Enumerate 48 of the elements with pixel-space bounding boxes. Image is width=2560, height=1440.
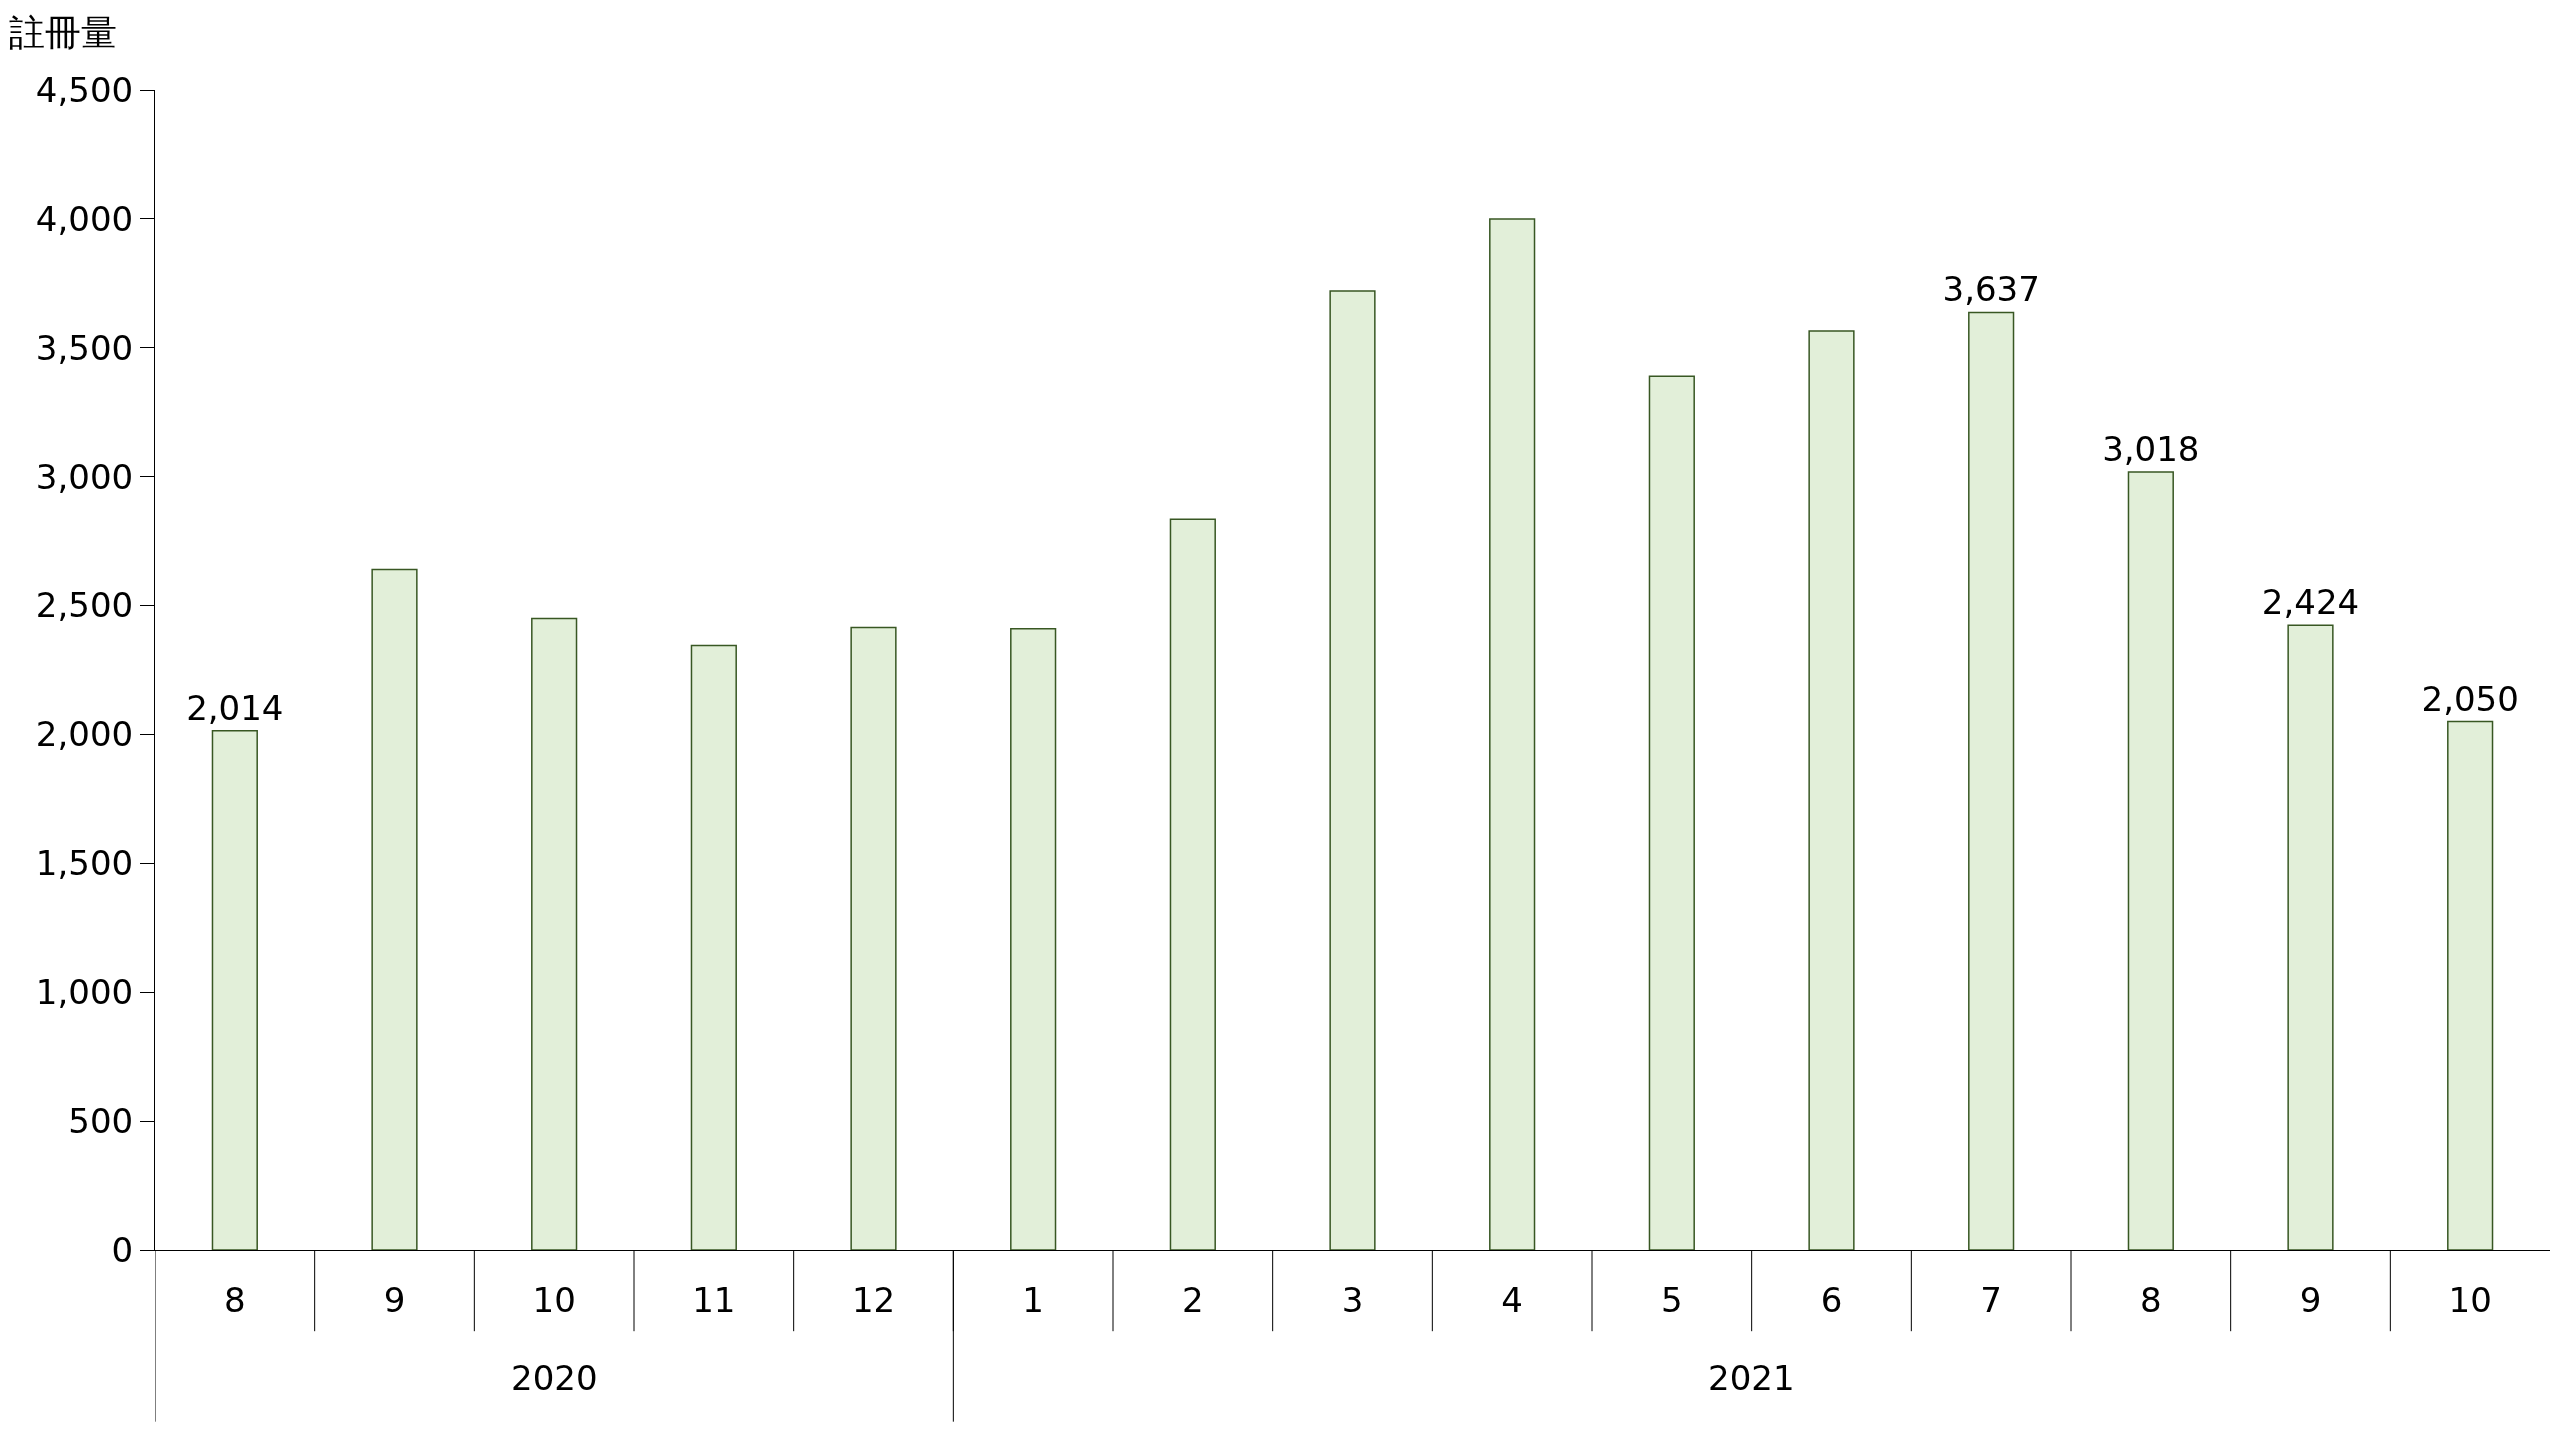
y-tick-label: 0 — [111, 1229, 134, 1270]
x-tick-label: 11 — [692, 1279, 736, 1320]
x-tick-label: 10 — [532, 1279, 576, 1320]
x-tick-label: 9 — [383, 1279, 406, 1320]
x-tick-label: 1 — [1022, 1279, 1044, 1320]
y-tick-label: 2,000 — [35, 714, 134, 755]
bar — [211, 730, 258, 1250]
x-tick-label: 8 — [2140, 1279, 2162, 1320]
data-label: 2,050 — [2421, 678, 2519, 719]
bar — [1489, 218, 1536, 1250]
x-tick-label: 6 — [1820, 1279, 1843, 1320]
y-axis-title: 註冊量 — [9, 12, 117, 53]
x-tick-label: 12 — [851, 1279, 896, 1320]
x-tick-label: 9 — [2299, 1279, 2322, 1320]
bar — [690, 644, 737, 1250]
bar — [1808, 330, 1855, 1250]
x-tick-label: 5 — [1661, 1279, 1683, 1320]
x-tick-label: 2 — [1182, 1279, 1204, 1320]
x-tick-label: 3 — [1341, 1279, 1364, 1320]
bar — [531, 617, 578, 1250]
data-label: 3,637 — [1942, 269, 2040, 310]
bar — [1329, 290, 1376, 1250]
x-tick-label: 8 — [224, 1279, 246, 1320]
y-tick-label: 500 — [68, 1101, 134, 1142]
bar — [371, 568, 418, 1250]
y-tick-label: 3,000 — [35, 456, 134, 497]
y-tick-label: 1,000 — [35, 972, 134, 1013]
bar — [2287, 624, 2334, 1250]
y-tick-label: 3,500 — [35, 327, 134, 368]
y-tick-label: 1,500 — [35, 843, 134, 884]
bar — [1968, 311, 2015, 1250]
data-label: 2,424 — [2261, 582, 2360, 623]
text: 2020 — [511, 1358, 598, 1398]
bar — [850, 626, 897, 1250]
y-tick-label: 4,500 — [35, 69, 134, 110]
x-tick-label: 7 — [1980, 1279, 2002, 1320]
bar — [1010, 628, 1057, 1250]
text: 2021 — [1708, 1358, 1795, 1398]
data-label: 3,018 — [2102, 429, 2200, 470]
bar — [1648, 375, 1695, 1250]
bar — [2447, 720, 2494, 1250]
x-tick-label: 10 — [2448, 1279, 2492, 1320]
bar — [1169, 518, 1216, 1250]
data-label: 2,014 — [186, 687, 284, 728]
x-tick-label: 4 — [1501, 1279, 1523, 1320]
y-tick-label: 4,000 — [35, 198, 134, 239]
bar — [2127, 471, 2174, 1250]
y-tick-label: 2,500 — [35, 585, 134, 626]
